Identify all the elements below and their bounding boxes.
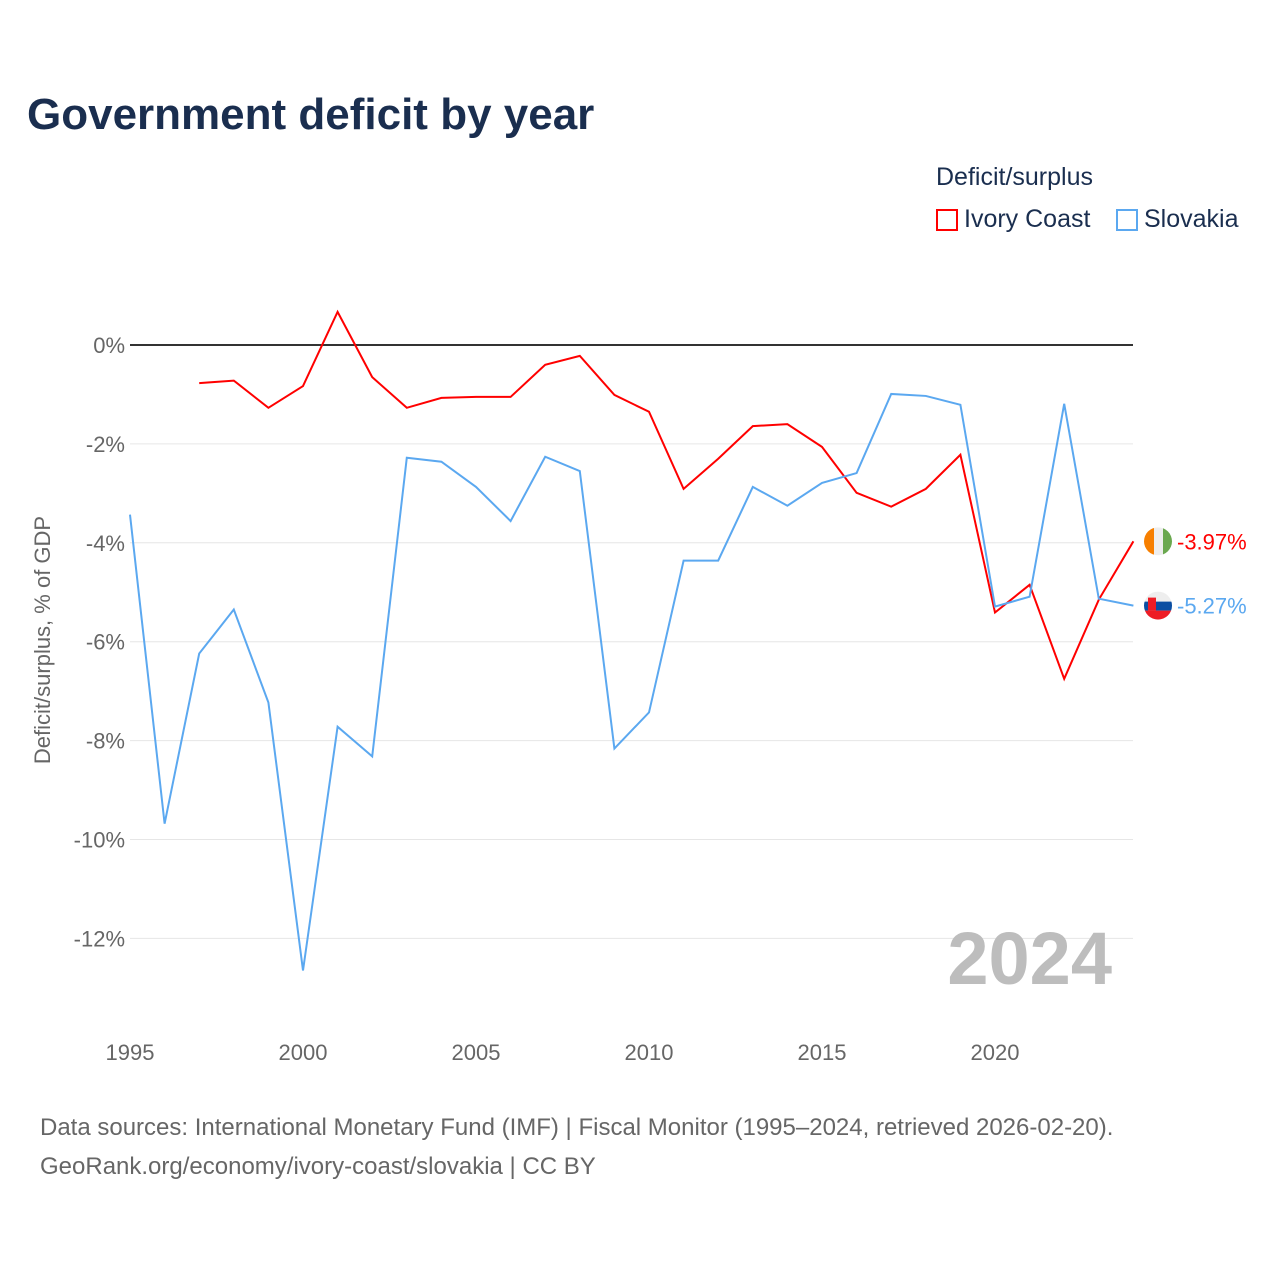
ivory-coast-flag-icon <box>1144 527 1172 556</box>
legend-label: Slovakia <box>1144 205 1239 233</box>
attribution-link[interactable]: GeoRank.org/economy/ivory-coast/slovakia… <box>40 1153 596 1180</box>
chart-title: Government deficit by year <box>27 90 595 139</box>
legend-item-slovakia[interactable]: Slovakia <box>1116 205 1239 234</box>
data-source-text: Data sources: International Monetary Fun… <box>40 1114 1114 1141</box>
y-tick-label: -4% <box>86 531 125 556</box>
y-tick-label: -2% <box>86 432 125 457</box>
legend-title: Deficit/surplus <box>936 163 1093 191</box>
slovakia-flag-icon <box>1144 591 1172 620</box>
x-tick-label: 2005 <box>452 1040 501 1065</box>
y-tick-label: -8% <box>86 729 125 754</box>
y-tick-label: -6% <box>86 630 125 655</box>
y-axis-label: Deficit/surplus, % of GDP <box>30 516 55 764</box>
x-tick-label: 2015 <box>798 1040 847 1065</box>
y-tick-label: -10% <box>74 828 125 853</box>
legend-swatch <box>936 208 958 231</box>
x-tick-label: 2010 <box>625 1040 674 1065</box>
year-watermark: 2024 <box>947 917 1112 1000</box>
legend-label: Ivory Coast <box>964 205 1091 233</box>
series-line-slovakia <box>129 392 1134 971</box>
x-tick-label: 1995 <box>106 1040 155 1065</box>
legend-item-ivory-coast[interactable]: Ivory Coast <box>936 205 1090 234</box>
series-line-ivory-coast <box>199 309 1135 682</box>
end-value-label: -3.97% <box>1177 529 1247 554</box>
y-tick-label: 0% <box>93 333 125 358</box>
x-tick-label: 2020 <box>971 1040 1020 1065</box>
end-value-label: -5.27% <box>1177 594 1247 619</box>
x-tick-label: 2000 <box>279 1040 328 1065</box>
y-tick-label: -12% <box>74 926 125 951</box>
footer: Data sources: International Monetary Fun… <box>40 1108 1113 1186</box>
legend-swatch <box>1116 208 1138 231</box>
